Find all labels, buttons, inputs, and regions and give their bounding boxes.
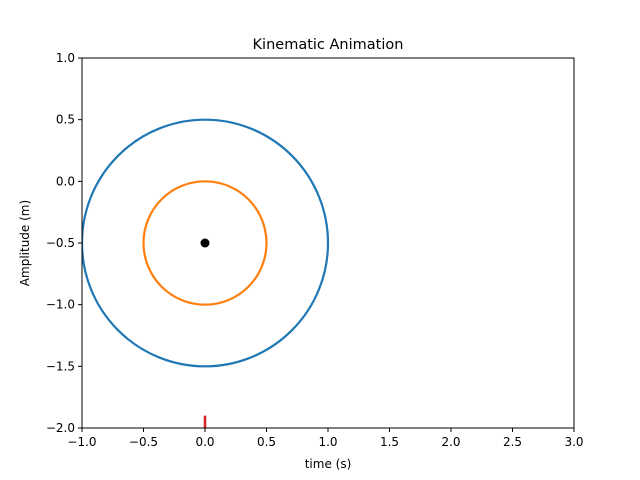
- y-tick-label: −1.5: [46, 359, 75, 373]
- outer-circle-series: [82, 118, 330, 368]
- y-tick-label: 0.5: [56, 113, 75, 127]
- x-axis-label: time (s): [305, 457, 352, 471]
- x-tick-label: 1.0: [318, 435, 337, 449]
- y-tick-label: −0.5: [46, 236, 75, 250]
- plot-area: [82, 118, 330, 428]
- x-tick-label: −0.5: [129, 435, 158, 449]
- chart-title: Kinematic Animation: [253, 37, 404, 53]
- y-tick-label: −2.0: [46, 421, 75, 435]
- x-axis: −1.0 −0.5 0.0 0.5 1.0 1.5 2.0 2.5 3.0: [67, 428, 584, 449]
- y-axis-label: Amplitude (m): [18, 200, 32, 286]
- x-tick-label: 0.5: [257, 435, 276, 449]
- center-point: [200, 238, 210, 248]
- x-tick-label: 0.0: [195, 435, 214, 449]
- x-tick-label: 3.0: [564, 435, 583, 449]
- y-tick-label: 1.0: [56, 51, 75, 65]
- series-group: [82, 118, 330, 428]
- y-tick-label: −1.0: [46, 298, 75, 312]
- inner-circle-series: [142, 180, 268, 306]
- axes-frame: [81, 57, 575, 429]
- x-tick-label: 1.5: [380, 435, 399, 449]
- x-tick-label: 2.5: [503, 435, 522, 449]
- x-tick-label: 2.0: [441, 435, 460, 449]
- y-tick-label: 0.0: [56, 174, 75, 188]
- y-axis: 1.0 0.5 0.0 −0.5 −1.0 −1.5 −2.0: [46, 51, 82, 435]
- x-tick-label: −1.0: [67, 435, 96, 449]
